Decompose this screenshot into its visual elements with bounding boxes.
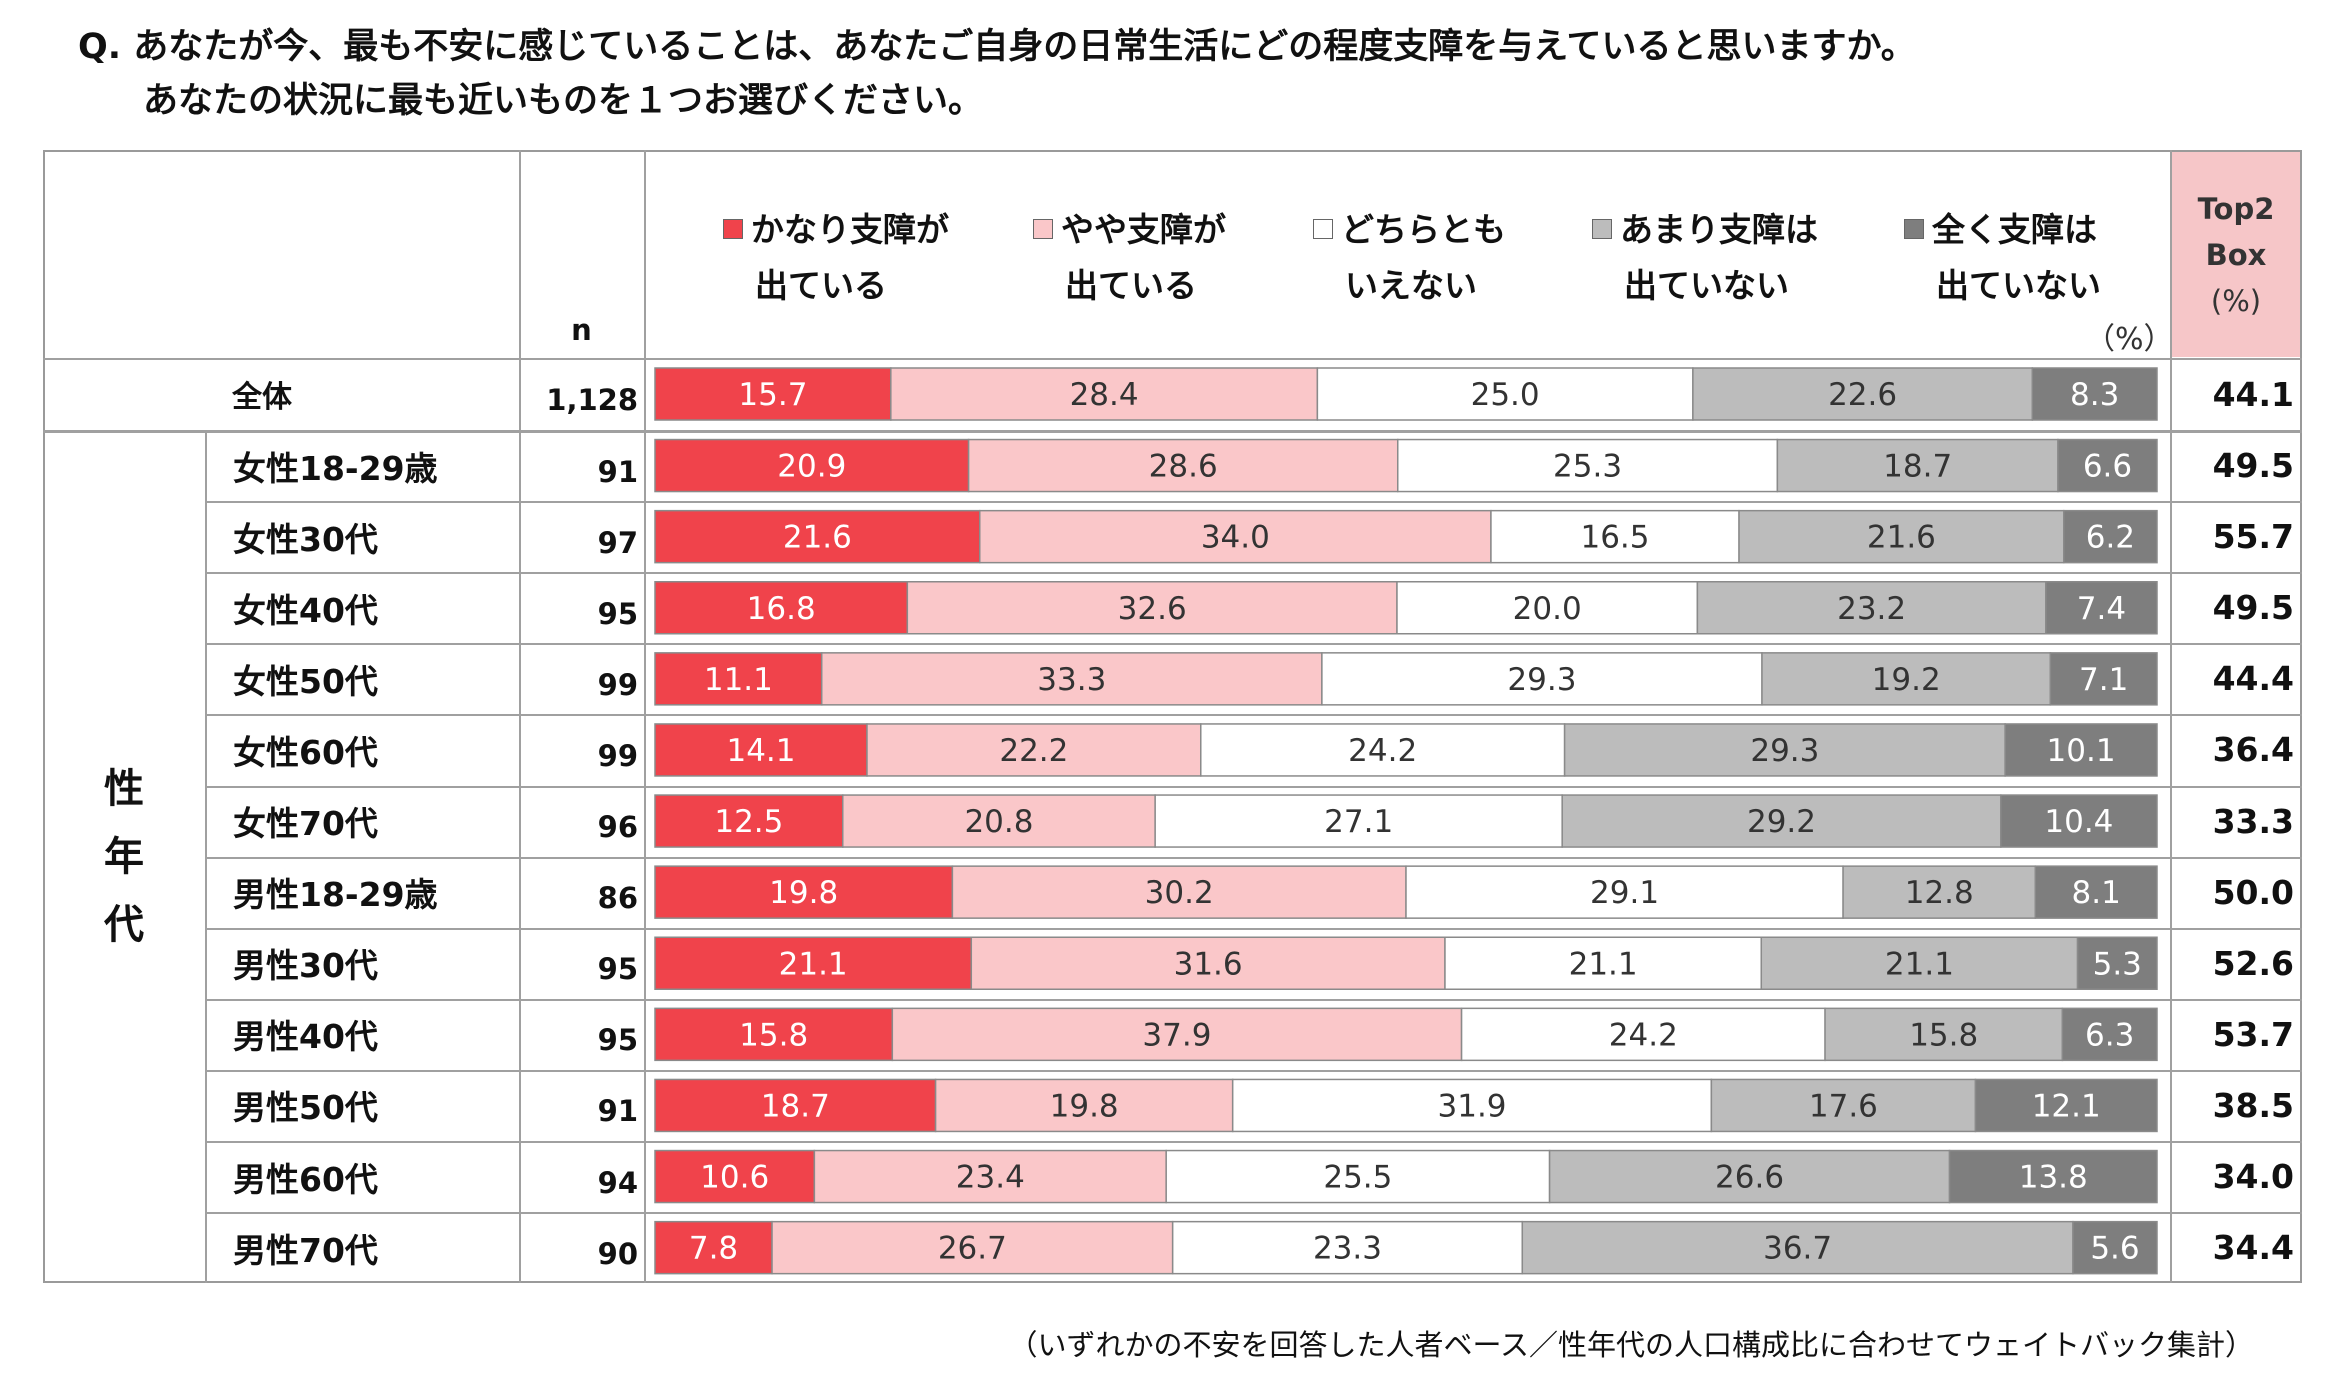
grid-line-row — [205, 643, 2302, 646]
row-label: 女性18-29歳 — [233, 448, 438, 488]
legend-item: やや支障が出ている — [1033, 202, 1226, 314]
legend-item: あまり支障は出ていない — [1592, 202, 1818, 314]
grid-line-row — [205, 927, 2302, 930]
grid-line-header-bottom — [43, 358, 2302, 360]
row-n-value: 1,128 — [546, 383, 638, 417]
row-top2-value: 52.6 — [2212, 943, 2294, 983]
legend-label-line-1: 全く支障は — [1932, 210, 2097, 249]
group-label-char-1: 性 — [104, 765, 144, 812]
row-n-value: 90 — [597, 1236, 638, 1271]
row-n-value: 91 — [597, 1094, 638, 1129]
grid-line-row — [205, 714, 2302, 717]
row-top2-value: 44.1 — [2212, 374, 2294, 414]
row-label: 男性70代 — [233, 1230, 378, 1270]
legend-swatch — [723, 219, 743, 239]
grid-line-row — [205, 856, 2302, 859]
row-label: 男性30代 — [233, 946, 378, 986]
row-label: 男性60代 — [233, 1159, 378, 1199]
row-top2-value: 36.4 — [2212, 730, 2294, 770]
row-n-value: 95 — [597, 596, 638, 631]
question-line-2: あなたの状況に最も近いものを１つお選びください。 — [143, 81, 984, 121]
question-title: Q. あなたが今、最も不安に感じていることは、あなたご自身の日常生活にどの程度支… — [78, 20, 1916, 128]
group-label-sex-age: 性 年 代 — [43, 430, 205, 1283]
row-label: 男性50代 — [233, 1088, 378, 1128]
results-table — [43, 150, 2302, 1283]
row-top2-value: 33.3 — [2212, 801, 2294, 841]
legend-label-line-2: 出ていない — [1624, 266, 1789, 305]
row-label: 女性50代 — [233, 661, 378, 701]
grid-line-row — [205, 1069, 2302, 1072]
legend-item: どちらともいえない — [1313, 202, 1506, 314]
group-label-char-2: 年 — [104, 833, 144, 880]
row-top2-value: 53.7 — [2212, 1014, 2294, 1054]
row-top2-value: 44.4 — [2212, 659, 2294, 699]
row-n-value: 99 — [597, 738, 638, 773]
legend-label-line-2: 出ている — [755, 266, 887, 305]
grid-line-vertical-group — [205, 430, 207, 1283]
row-label: 女性70代 — [233, 804, 378, 844]
grid-line-total-bottom — [43, 430, 2302, 433]
legend-item: かなり支障が出ている — [723, 202, 949, 314]
row-label: 女性30代 — [233, 519, 378, 559]
grid-line-row — [205, 572, 2302, 575]
top2-box-header: Top2 Box (%) — [2172, 152, 2300, 357]
row-n-value: 86 — [597, 881, 638, 916]
row-n-value: 91 — [597, 454, 638, 489]
percent-unit-label: （%） — [2085, 322, 2174, 357]
row-top2-value: 55.7 — [2212, 517, 2294, 557]
grid-line-vertical-n — [519, 150, 521, 1283]
row-top2-value: 38.5 — [2212, 1085, 2294, 1125]
row-top2-value: 34.4 — [2212, 1228, 2294, 1268]
legend-label-line-2: いえない — [1345, 266, 1477, 305]
group-label-char-3: 代 — [104, 901, 144, 948]
row-top2-value: 49.5 — [2212, 588, 2294, 628]
n-header-label: n — [571, 313, 592, 347]
row-label: 女性60代 — [233, 732, 378, 772]
top2-header-unit: (%) — [2210, 283, 2262, 318]
question-line-1: Q. あなたが今、最も不安に感じていることは、あなたご自身の日常生活にどの程度支… — [78, 27, 1916, 67]
grid-line-row — [205, 785, 2302, 788]
legend-label-line-1: やや支障が — [1061, 210, 1226, 249]
grid-line-row — [205, 501, 2302, 504]
row-n-value: 94 — [597, 1165, 638, 1200]
grid-line-vertical-chart — [644, 150, 646, 1283]
grid-line-row — [205, 1141, 2302, 1143]
legend-label-line-1: どちらとも — [1341, 210, 1506, 249]
legend-swatch — [1033, 219, 1053, 239]
legend-label-line-2: 出ていない — [1936, 266, 2101, 305]
row-top2-value: 34.0 — [2212, 1157, 2294, 1197]
row-label: 男性40代 — [233, 1017, 378, 1057]
top2-header-line-1: Top2 — [2197, 191, 2275, 226]
row-n-value: 97 — [597, 525, 638, 560]
grid-line-row — [205, 1212, 2302, 1215]
row-n-value: 95 — [597, 952, 638, 987]
row-n-value: 96 — [597, 810, 638, 845]
row-label: 女性40代 — [233, 590, 378, 630]
grid-line-row — [205, 998, 2302, 1001]
row-top2-value: 49.5 — [2212, 446, 2294, 486]
legend-swatch — [1592, 219, 1612, 239]
legend-label-line-2: 出ている — [1065, 266, 1197, 305]
row-top2-value: 50.0 — [2212, 872, 2294, 912]
legend-swatch — [1313, 219, 1333, 239]
row-n-value: 95 — [597, 1023, 638, 1058]
row-n-value: 99 — [597, 667, 638, 702]
row-label: 全体 — [232, 380, 292, 415]
legend-item: 全く支障は出ていない — [1904, 202, 2101, 314]
legend-label-line-1: あまり支障は — [1620, 210, 1818, 249]
legend-swatch — [1904, 219, 1924, 239]
n-column-header: n — [519, 308, 644, 352]
grid-line-vertical-top2 — [2170, 150, 2172, 1283]
top2-header-line-2: Box — [2205, 237, 2267, 272]
legend-label-line-1: かなり支障が — [751, 210, 949, 249]
row-label: 男性18-29歳 — [233, 875, 438, 915]
footnote: （いずれかの不安を回答した人者ベース／性年代の人口構成比に合わせてウェイトバック… — [1008, 1328, 2254, 1362]
